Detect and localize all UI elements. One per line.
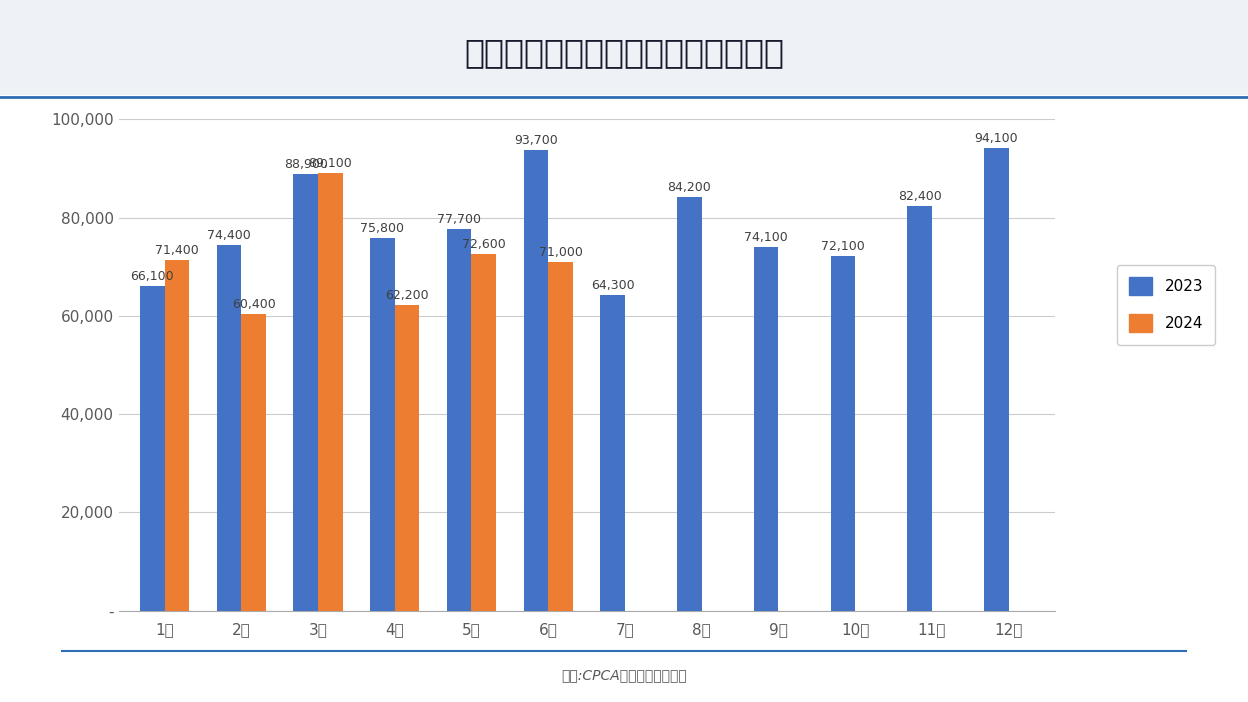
Bar	[524, 150, 548, 611]
Text: 66,100: 66,100	[131, 270, 175, 283]
Text: 62,200: 62,200	[386, 289, 429, 302]
Text: 88,900: 88,900	[283, 158, 328, 171]
Bar	[217, 245, 241, 611]
Bar	[678, 197, 701, 611]
Bar	[983, 148, 1008, 611]
Bar	[293, 174, 318, 611]
Bar	[548, 262, 573, 611]
Bar	[472, 254, 495, 611]
Text: 64,300: 64,300	[590, 279, 634, 292]
Bar	[140, 286, 165, 611]
Text: 84,200: 84,200	[668, 181, 711, 194]
Text: 89,100: 89,100	[308, 157, 352, 170]
Text: 75,800: 75,800	[361, 223, 404, 235]
Bar	[600, 295, 625, 611]
Text: 特斯拉上海工厂出货量（单位：辆）: 特斯拉上海工厂出货量（单位：辆）	[464, 36, 784, 69]
Text: 71,400: 71,400	[155, 244, 198, 257]
Bar	[907, 206, 932, 611]
Bar	[165, 260, 190, 611]
Text: 72,600: 72,600	[462, 238, 505, 251]
Text: 77,700: 77,700	[437, 213, 482, 226]
Text: 来源:CPCA；整理：盖世汽车: 来源:CPCA；整理：盖世汽车	[562, 668, 686, 682]
Bar	[318, 173, 343, 611]
Bar	[241, 314, 266, 611]
Legend: 2023, 2024: 2023, 2024	[1117, 265, 1216, 345]
Text: 71,000: 71,000	[539, 246, 583, 259]
Text: 93,700: 93,700	[514, 134, 558, 147]
Text: 74,100: 74,100	[744, 231, 787, 244]
Text: 60,400: 60,400	[232, 298, 276, 311]
Text: 94,100: 94,100	[975, 133, 1018, 145]
Bar	[754, 246, 779, 611]
Bar	[371, 238, 394, 611]
Bar	[830, 256, 855, 611]
Text: 72,100: 72,100	[821, 241, 865, 253]
Bar	[394, 305, 419, 611]
Bar	[447, 229, 472, 611]
Text: 82,400: 82,400	[897, 190, 941, 203]
Text: 74,400: 74,400	[207, 229, 251, 242]
